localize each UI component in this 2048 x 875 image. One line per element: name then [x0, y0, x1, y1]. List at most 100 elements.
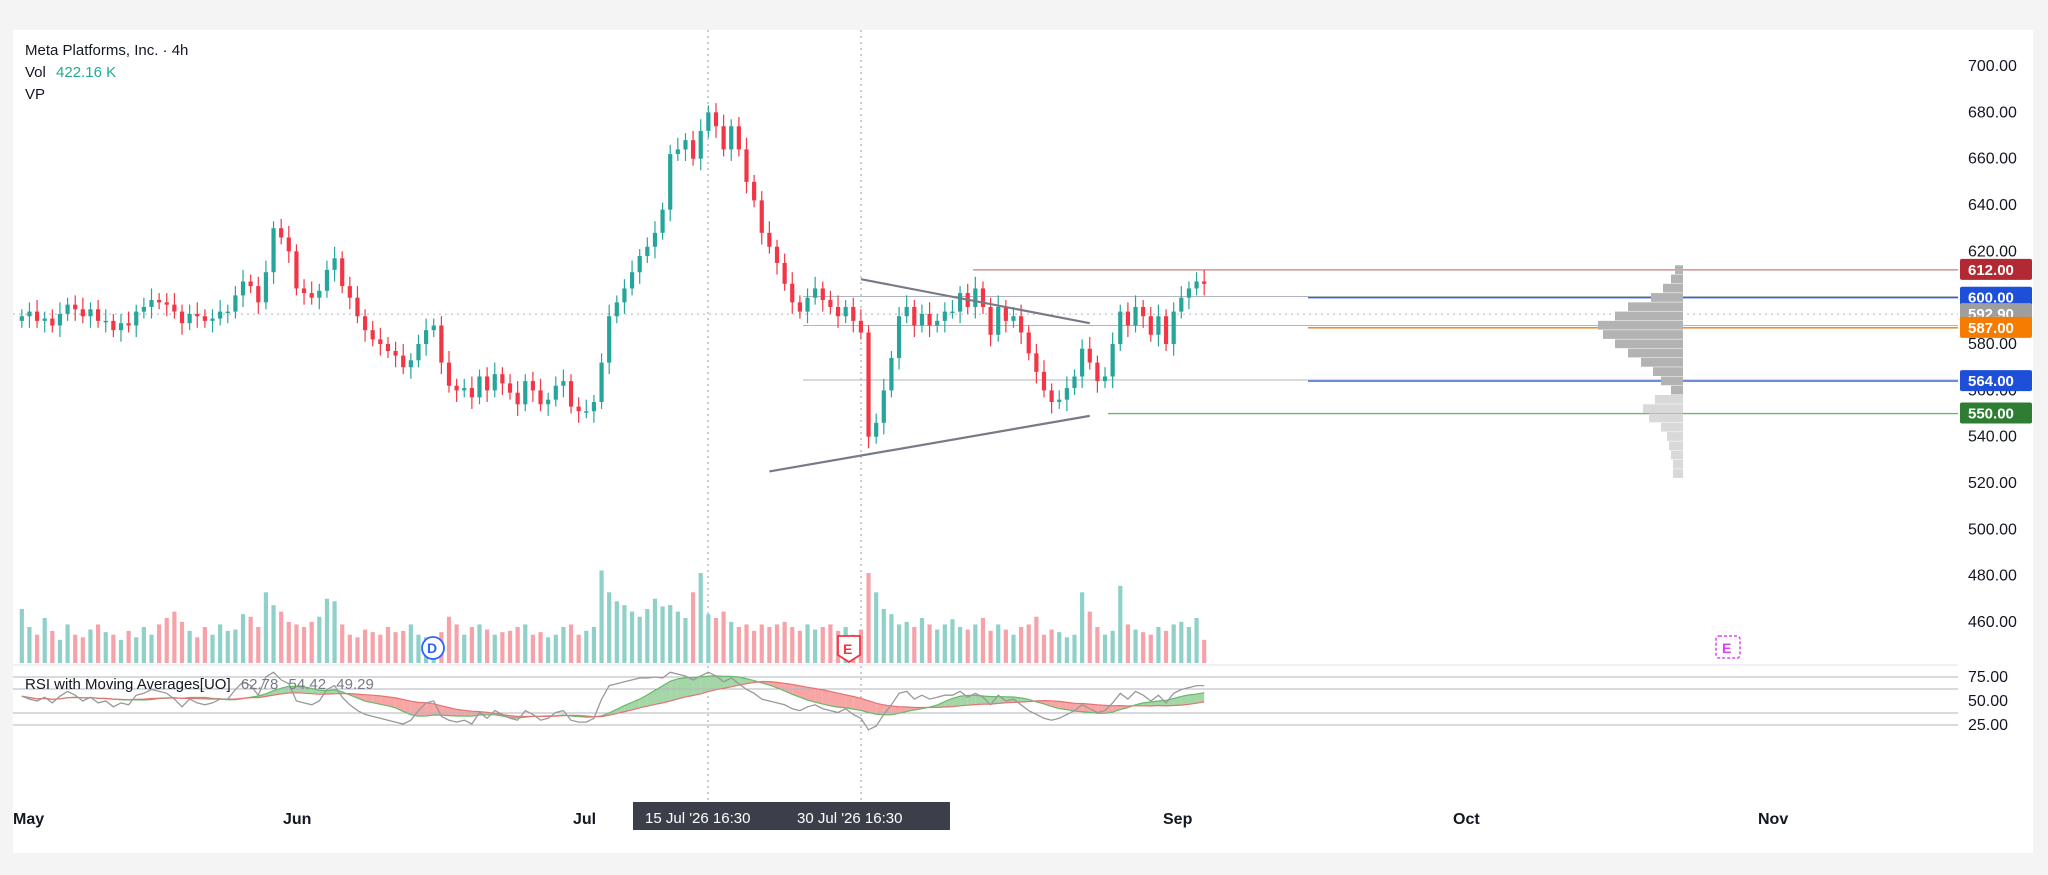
volume-bar [50, 630, 55, 663]
upcoming-earnings-marker-icon[interactable] [1715, 635, 1741, 659]
volume-bar [1003, 629, 1008, 663]
dividend-marker-icon[interactable] [421, 636, 445, 660]
time-axis-label-sep: Sep [1163, 811, 1193, 828]
volume-bar [57, 639, 63, 663]
chart-canvas[interactable]: 700.00 680.00 660.00 640.00 620.00 600.00 580.… [13, 30, 2033, 853]
candle-body [538, 390, 543, 405]
volume-profile-bin [1671, 450, 1683, 460]
volume-bar [149, 634, 154, 663]
candle-body [652, 232, 658, 247]
rsi-ma-fill [769, 681, 778, 688]
volume-bar [629, 611, 635, 663]
candle-body [309, 293, 314, 298]
rsi-ma-fill [410, 701, 419, 717]
time-axis-label-jun: Jun [283, 811, 311, 828]
rsi-axis-tick: 25.00 [1968, 717, 2008, 734]
volume-bar [973, 624, 978, 663]
symbol-interval: 4h [171, 42, 189, 59]
candle-body [1011, 316, 1016, 321]
candle-body [614, 302, 619, 317]
volume-legend[interactable]: Vol 422.16 K [25, 64, 116, 81]
time-axis-label-jul: Jul [573, 811, 596, 828]
candle-body [507, 383, 513, 393]
candle-body [874, 422, 879, 437]
volume-bar [988, 630, 993, 663]
price-tag-564.00[interactable] [1960, 370, 2032, 392]
candle-body [1095, 362, 1100, 382]
volume-bar [523, 624, 528, 663]
rsi-ma-fill [838, 693, 846, 708]
candle-body [896, 316, 902, 358]
volume-bar [355, 637, 360, 663]
candle-body [118, 323, 124, 331]
vp-legend[interactable]: VP [25, 86, 45, 103]
candle-body [286, 237, 291, 252]
volume-bar [919, 618, 925, 663]
candle-body [378, 339, 383, 345]
volume-bar [774, 624, 780, 663]
time-axis-label-nov: Nov [1758, 811, 1788, 828]
rsi-ma-fill [1112, 705, 1121, 713]
price-tag-550.00[interactable] [1960, 402, 2032, 424]
candle-body [713, 112, 719, 127]
price-axis-tick: 520.00 [1968, 475, 2017, 492]
trendline-lower[interactable] [769, 414, 1090, 473]
candle-body [27, 311, 32, 317]
rsi-ma-fill [1105, 705, 1113, 714]
candle-body [65, 304, 70, 314]
volume-profile-bin [1667, 432, 1683, 441]
volume-bar [584, 630, 589, 663]
rsi-legend[interactable]: RSI with Moving Averages[UO] 62.78 54.42… [25, 676, 374, 693]
volume-bar [980, 618, 986, 663]
trendline-upper[interactable] [860, 278, 1090, 325]
candle-body [317, 290, 322, 298]
candle-body [957, 293, 963, 312]
volume-bar [1095, 627, 1100, 663]
candle-body [805, 297, 810, 312]
volume-bar [645, 609, 650, 663]
volume-value: 422.16 K [56, 64, 117, 81]
candle-body [904, 306, 909, 317]
volume-bar [294, 624, 299, 663]
volume-bar [416, 634, 421, 663]
volume-bar [286, 621, 291, 663]
volume-bar [896, 624, 902, 663]
volume-bar [157, 624, 162, 663]
candle-body [1003, 306, 1008, 321]
symbol-legend[interactable]: Meta Platforms, Inc. · 4h [25, 42, 188, 59]
earnings-marker-icon[interactable] [837, 635, 861, 664]
volume-bar [88, 629, 93, 663]
volume-bar [1034, 616, 1039, 663]
rsi-ma-fill [845, 694, 854, 710]
candle-body [73, 304, 78, 310]
candle-body [271, 228, 276, 273]
candle-body [477, 376, 482, 398]
rsi-ma-fill [372, 695, 381, 705]
price-tag-600.00[interactable] [1960, 286, 2032, 308]
candle-body [1186, 288, 1192, 298]
price-axis-tick: 620.00 [1968, 243, 2017, 260]
rsi-ma-fill [380, 695, 388, 706]
volume-bar [340, 624, 345, 663]
price-tag-text: 550.00 [1968, 406, 2014, 423]
candle-body [103, 320, 108, 323]
volume-bar [782, 621, 787, 663]
volume-bar [240, 614, 246, 663]
candle-body [454, 385, 459, 391]
candle-body [401, 355, 406, 368]
volume-bar [668, 605, 673, 663]
volume-bar [1186, 627, 1192, 663]
chart-frame[interactable]: 700.00 680.00 660.00 640.00 620.00 600.00 580.… [13, 30, 2033, 853]
rsi-ma-slow-line [21, 680, 1205, 718]
candle-body [1064, 388, 1069, 400]
candle-body [1041, 371, 1047, 391]
rsi-ma-fill [822, 689, 831, 706]
volume-bar [1156, 627, 1161, 663]
rsi-ma-fill [1181, 694, 1189, 706]
price-tag-587.00[interactable] [1960, 316, 2032, 338]
volume-bar [492, 634, 497, 663]
candle-body [301, 288, 307, 294]
rsi-ma-fill [624, 702, 633, 712]
price-tag-612.00[interactable] [1960, 258, 2032, 280]
volume-profile-bin [1603, 330, 1683, 339]
